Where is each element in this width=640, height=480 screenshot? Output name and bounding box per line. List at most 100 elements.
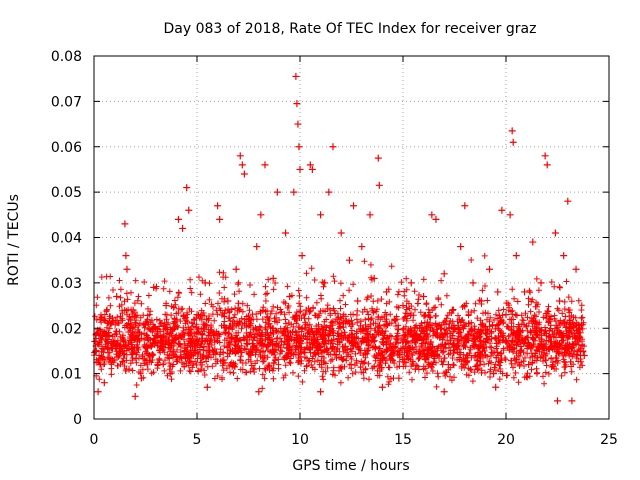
data-point bbox=[375, 181, 383, 189]
data-point bbox=[249, 347, 257, 355]
data-point bbox=[216, 215, 224, 223]
data-point bbox=[362, 324, 370, 332]
data-point bbox=[312, 329, 320, 337]
data-point bbox=[453, 342, 461, 350]
data-point bbox=[142, 320, 149, 328]
data-point bbox=[321, 279, 329, 287]
data-point bbox=[432, 215, 440, 223]
data-point bbox=[220, 356, 228, 364]
y-tick-label: 0.05 bbox=[51, 185, 82, 201]
data-point bbox=[354, 297, 362, 305]
data-point bbox=[269, 274, 277, 282]
data-point bbox=[277, 338, 285, 346]
data-point bbox=[170, 324, 178, 332]
y-axis-label: ROTI / TECUs bbox=[6, 194, 22, 286]
data-point bbox=[255, 388, 263, 396]
data-point bbox=[461, 202, 469, 210]
data-point bbox=[113, 292, 121, 300]
data-point bbox=[440, 388, 448, 396]
data-point bbox=[245, 315, 252, 323]
data-point bbox=[541, 152, 549, 160]
data-point bbox=[391, 315, 399, 323]
x-tick-label: 10 bbox=[291, 432, 309, 448]
data-point bbox=[96, 315, 104, 323]
data-point bbox=[133, 338, 141, 346]
data-point bbox=[395, 374, 403, 382]
data-point bbox=[383, 288, 391, 296]
data-point bbox=[525, 361, 533, 369]
data-point bbox=[109, 356, 117, 364]
data-point bbox=[125, 365, 133, 373]
data-point bbox=[554, 397, 561, 405]
data-point bbox=[415, 324, 423, 332]
data-point bbox=[295, 143, 303, 151]
data-point bbox=[465, 320, 473, 328]
data-point bbox=[407, 279, 415, 287]
data-point bbox=[490, 370, 498, 378]
data-point bbox=[302, 306, 310, 314]
data-point bbox=[444, 361, 452, 369]
x-tick-label: 15 bbox=[394, 432, 412, 448]
y-tick-label: 0 bbox=[73, 412, 82, 428]
data-point bbox=[166, 370, 174, 378]
data-point bbox=[224, 297, 232, 305]
data-point bbox=[296, 165, 304, 173]
data-point bbox=[131, 392, 139, 400]
data-point bbox=[473, 356, 481, 364]
data-point bbox=[481, 338, 489, 346]
data-point bbox=[556, 297, 564, 305]
data-point bbox=[150, 283, 158, 291]
data-point bbox=[529, 238, 537, 246]
data-point bbox=[94, 388, 102, 396]
data-point bbox=[183, 184, 191, 192]
data-point bbox=[209, 329, 217, 337]
data-point bbox=[494, 288, 502, 296]
data-point bbox=[298, 252, 306, 260]
data-point bbox=[403, 347, 411, 355]
data-point bbox=[512, 252, 520, 260]
data-point bbox=[537, 279, 545, 287]
data-point bbox=[358, 243, 366, 251]
data-point bbox=[201, 279, 209, 287]
data-point bbox=[257, 211, 265, 219]
data-point bbox=[240, 170, 248, 178]
plot-frame bbox=[93, 55, 610, 420]
dense-data-band bbox=[91, 252, 587, 392]
y-tick-label: 0.04 bbox=[51, 231, 82, 247]
data-point bbox=[411, 365, 419, 373]
grid-lines bbox=[94, 56, 609, 419]
data-point bbox=[329, 143, 337, 151]
data-point bbox=[345, 256, 353, 264]
data-point bbox=[568, 397, 576, 405]
y-tick-label: 0.08 bbox=[51, 49, 82, 65]
data-point bbox=[146, 351, 154, 359]
data-point bbox=[564, 197, 572, 205]
chart-title: Day 083 of 2018, Rate Of TEC Index for r… bbox=[164, 21, 537, 37]
data-point bbox=[325, 188, 333, 196]
data-point bbox=[203, 383, 211, 391]
data-point bbox=[308, 165, 316, 173]
data-point bbox=[580, 351, 588, 359]
y-tick-label: 0.01 bbox=[51, 367, 82, 383]
x-tick-label: 20 bbox=[497, 432, 515, 448]
data-point bbox=[238, 161, 246, 169]
data-point bbox=[265, 320, 273, 328]
data-points bbox=[92, 72, 588, 405]
data-point bbox=[366, 211, 374, 219]
data-point bbox=[502, 311, 510, 319]
data-point bbox=[123, 265, 131, 273]
data-point bbox=[521, 288, 529, 296]
data-point bbox=[317, 211, 325, 219]
data-point bbox=[286, 292, 294, 300]
data-point bbox=[420, 292, 428, 300]
data-point bbox=[333, 315, 341, 323]
data-point bbox=[117, 342, 125, 350]
data-point bbox=[100, 379, 108, 387]
data-point bbox=[179, 224, 187, 232]
y-tick-label: 0.03 bbox=[51, 276, 82, 292]
data-point bbox=[104, 329, 112, 337]
data-point bbox=[533, 320, 541, 328]
x-tick-label: 0 bbox=[90, 432, 99, 448]
data-point bbox=[121, 220, 129, 228]
